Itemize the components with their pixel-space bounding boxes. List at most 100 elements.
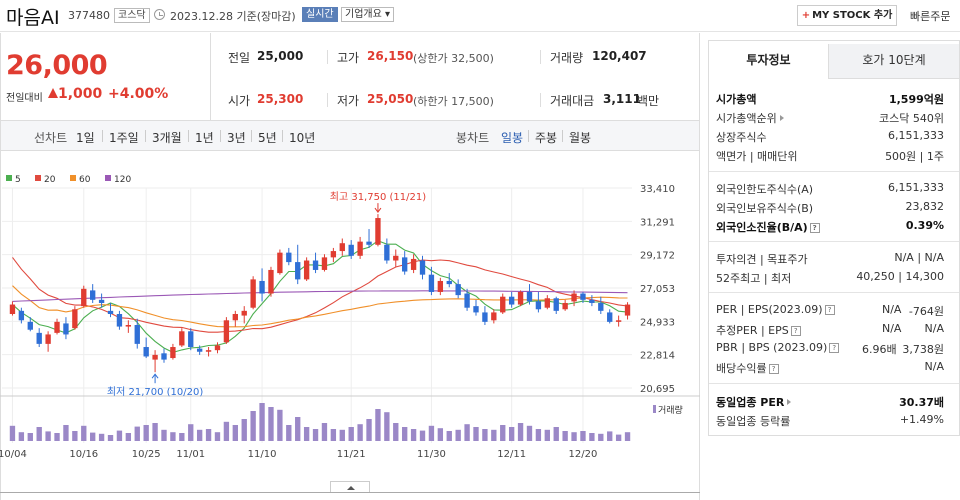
legend-swatch-ma120 xyxy=(105,175,111,181)
market-cap-row: 시가총액 1,599억원 xyxy=(716,91,944,109)
volume-bar xyxy=(598,433,604,441)
foreign-ratio-value: 0.39% xyxy=(905,219,944,232)
x-tick-label: 10/25 xyxy=(132,449,161,460)
period-1d[interactable]: 1일 xyxy=(76,131,95,145)
arrow-right-icon[interactable] xyxy=(787,399,792,405)
candle-body xyxy=(161,353,167,360)
divider xyxy=(709,171,959,172)
high-annotation-arrowhead xyxy=(374,207,382,213)
bps-value: 3,738원 xyxy=(902,343,944,356)
help-icon[interactable]: ? xyxy=(790,326,801,336)
quick-order-button[interactable]: 빠른주문 xyxy=(910,10,951,23)
volume-bar xyxy=(615,434,622,441)
realtime-button[interactable]: 실시간 xyxy=(302,7,338,22)
company-info-dropdown[interactable]: 기업개요 ▾ xyxy=(341,7,394,22)
divider xyxy=(210,33,211,121)
eps-value: -764원 xyxy=(908,305,944,318)
prev-close-label: 전일 xyxy=(228,51,251,65)
candle-body xyxy=(143,347,149,357)
y-tick-label: 31,291 xyxy=(640,217,675,228)
volume-bar xyxy=(553,427,559,441)
market-cap-rank-row[interactable]: 시가총액순위 코스닥 540위 xyxy=(716,110,944,128)
help-icon[interactable]: ? xyxy=(824,305,835,315)
add-my-stock-label: MY STOCK 추가 xyxy=(812,10,893,21)
open-label: 시가 xyxy=(228,94,251,108)
market-cap-rank-text: 시가총액순위 xyxy=(716,112,777,125)
pbr-value: 6.96배 xyxy=(862,343,897,356)
high-value: 26,150 xyxy=(367,49,414,63)
legend-label-ma120: 120 xyxy=(114,175,131,185)
help-icon[interactable]: ? xyxy=(768,364,779,374)
legend-swatch-ma5 xyxy=(6,175,12,181)
candle-body xyxy=(482,312,488,322)
volume-bar xyxy=(81,425,87,441)
candle-body xyxy=(241,310,247,316)
tab-investment-info[interactable]: 투자정보 xyxy=(709,44,829,79)
period-10y[interactable]: 10년 xyxy=(289,131,316,145)
x-tick-label: 12/20 xyxy=(569,449,598,460)
candlestick-chart[interactable]: 5 20 60 120 33,410 31,291 29,172 27,053 24,933 22… xyxy=(0,151,700,481)
low-annotation-arrowhead xyxy=(151,373,159,379)
high-label: 고가 xyxy=(337,51,360,65)
period-1w[interactable]: 1주일 xyxy=(109,131,139,145)
volume-bar xyxy=(624,432,631,441)
candle-chart-label[interactable]: 봉차트 xyxy=(456,131,490,145)
legend-label-ma60: 60 xyxy=(79,175,91,185)
upper-limit: (상한가 32,500) xyxy=(413,52,494,65)
volume-label: 거래량 xyxy=(550,51,584,65)
candle-body xyxy=(81,288,87,307)
candle-body xyxy=(339,243,345,252)
industry-rate-value: +1.49% xyxy=(899,413,944,426)
line-chart-label[interactable]: 선차트 xyxy=(34,131,68,145)
volume-bar xyxy=(526,425,533,441)
candle-body xyxy=(321,257,328,270)
candle-daily[interactable]: 일봉 xyxy=(501,131,524,145)
period-1y[interactable]: 1년 xyxy=(195,131,214,145)
market-badge: 코스닥 xyxy=(114,8,150,23)
opinion-value: N/A | N/A xyxy=(894,251,944,264)
volume-bar xyxy=(241,419,247,441)
volume-bar xyxy=(312,429,319,441)
foreign-ratio-text: 외국인소진율(B/A) xyxy=(716,221,808,234)
divider xyxy=(188,130,189,142)
industry-per-label: 동일업종 PER xyxy=(716,394,792,410)
candle-body xyxy=(402,257,408,272)
volume-bar xyxy=(107,435,114,441)
period-3m[interactable]: 3개월 xyxy=(152,131,182,145)
candle-body xyxy=(312,260,319,270)
volume-bar xyxy=(384,412,390,441)
divider xyxy=(327,93,328,107)
per-text: PER | EPS(2023.09) xyxy=(716,303,823,316)
candle-body xyxy=(419,260,426,275)
volume-bar xyxy=(214,432,221,441)
low-value: 25,050 xyxy=(367,92,414,106)
candle-body xyxy=(553,298,559,311)
volume-bar xyxy=(393,423,399,441)
candle-body xyxy=(196,348,203,352)
candle-monthly[interactable]: 월봉 xyxy=(569,131,592,145)
shares-value: 6,151,333 xyxy=(888,129,944,142)
candle-body xyxy=(116,313,123,327)
foreign-hold-row: 외국인보유주식수(B) 23,832 xyxy=(716,200,944,218)
candle-body xyxy=(535,301,542,310)
candle-body xyxy=(491,312,497,321)
help-icon[interactable]: ? xyxy=(809,223,820,233)
volume-bar xyxy=(428,425,435,441)
candle-weekly[interactable]: 주봉 xyxy=(535,131,558,145)
period-3y[interactable]: 3년 xyxy=(227,131,246,145)
volume-bar xyxy=(580,431,586,441)
high-annotation: 최고 31,750 (11/21) xyxy=(330,191,426,203)
tab-order-book[interactable]: 호가 10단계 xyxy=(829,44,959,79)
help-icon[interactable]: ? xyxy=(829,343,840,353)
candle-body xyxy=(295,262,301,280)
collapse-chart-button[interactable] xyxy=(330,481,370,493)
period-5y[interactable]: 5년 xyxy=(258,131,277,145)
volume-bar xyxy=(232,425,238,441)
volume-bar xyxy=(188,424,194,441)
candle-body xyxy=(348,244,354,256)
volume-bar xyxy=(36,427,42,441)
add-my-stock-button[interactable]: + MY STOCK 추가 xyxy=(797,5,897,26)
market-cap-value: 1,599억원 xyxy=(888,93,944,106)
lower-limit: (하한가 17,500) xyxy=(413,95,494,108)
change-value: 1,000 xyxy=(58,86,103,102)
